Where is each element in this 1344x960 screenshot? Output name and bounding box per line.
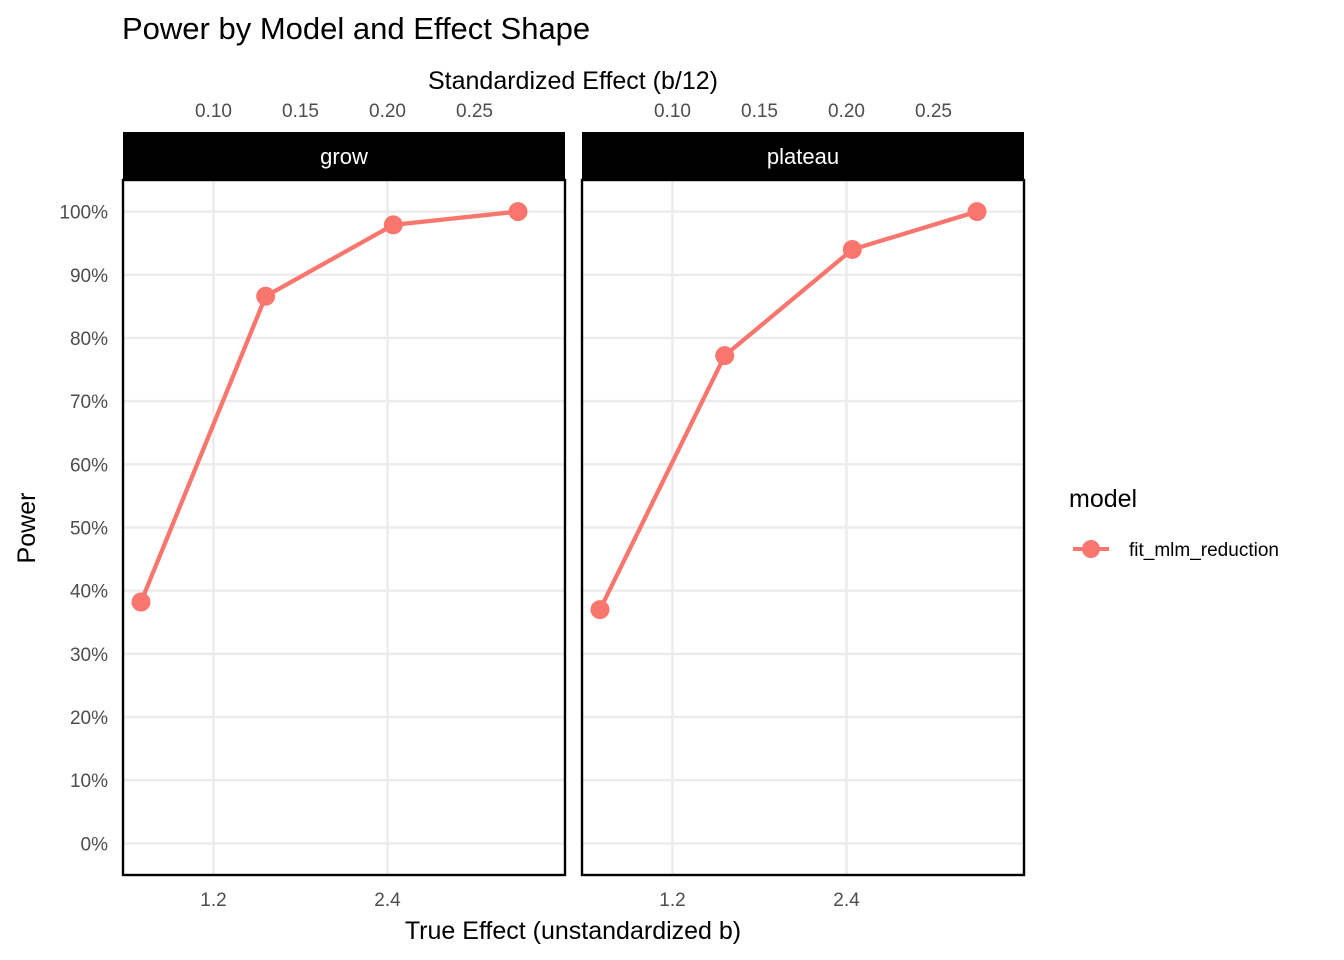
data-point [383, 215, 403, 235]
series-line [598, 209, 978, 611]
data-point [967, 202, 987, 222]
data-point [508, 202, 528, 222]
facet-strip [582, 132, 1024, 180]
y-tick-label: 30% [70, 645, 108, 666]
panel-grow: grow 1.2 2.4 0.10 0.15 0.20 0.25 [121, 101, 567, 911]
legend: model fit_mlm_reduction [1069, 485, 1279, 561]
y-axis-title: Power [13, 493, 41, 564]
data-point [590, 600, 610, 620]
x-tick-label: 1.2 [200, 890, 226, 911]
secondary-x-axis-title: Standardized Effect (b/12) [428, 67, 718, 95]
x2-tick-label: 0.10 [654, 101, 691, 122]
data-point [715, 346, 735, 366]
x-tick-label: 2.4 [374, 890, 401, 911]
x-tick-label: 1.2 [659, 890, 685, 911]
y-tick-label: 10% [70, 771, 108, 792]
x-tick-label: 2.4 [833, 890, 860, 911]
x2-tick-label: 0.10 [195, 101, 232, 122]
facet-strip-label: plateau [767, 144, 839, 169]
data-point [131, 592, 151, 612]
x-axis-title: True Effect (unstandardized b) [405, 917, 741, 945]
y-tick-label: 70% [70, 392, 108, 413]
x2-tick-label: 0.20 [828, 101, 865, 122]
facet-strip-label: grow [320, 144, 368, 169]
x2-tick-label: 0.15 [741, 101, 778, 122]
y-tick-label: 50% [70, 519, 108, 540]
y-tick-label: 40% [70, 582, 108, 603]
x2-tick-label: 0.25 [456, 101, 493, 122]
legend-title: model [1069, 485, 1137, 513]
y-tick-label: 60% [70, 455, 108, 476]
panel-plateau: plateau 1.2 2.4 0.10 0.15 0.20 0.25 [580, 101, 1026, 911]
facet-panels: grow 1.2 2.4 0.10 0.15 0.20 0.25 plateau 1.2 2.4 0… [59, 101, 1026, 911]
chart-title: Power by Model and Effect Shape [122, 11, 590, 46]
series-line [138, 209, 519, 603]
facet-strip [123, 132, 565, 180]
x2-tick-label: 0.20 [369, 101, 406, 122]
x2-tick-label: 0.15 [282, 101, 319, 122]
y-tick-label: 90% [70, 266, 108, 287]
y-tick-label: 0% [81, 834, 109, 855]
legend-label: fit_mlm_reduction [1129, 540, 1279, 561]
y-tick-label: 80% [70, 329, 108, 350]
legend-key-point [1082, 540, 1100, 558]
data-point [256, 286, 276, 306]
y-tick-label: 100% [59, 203, 108, 224]
data-point [842, 240, 862, 259]
x2-tick-label: 0.25 [915, 101, 952, 122]
y-tick-label: 20% [70, 708, 108, 729]
